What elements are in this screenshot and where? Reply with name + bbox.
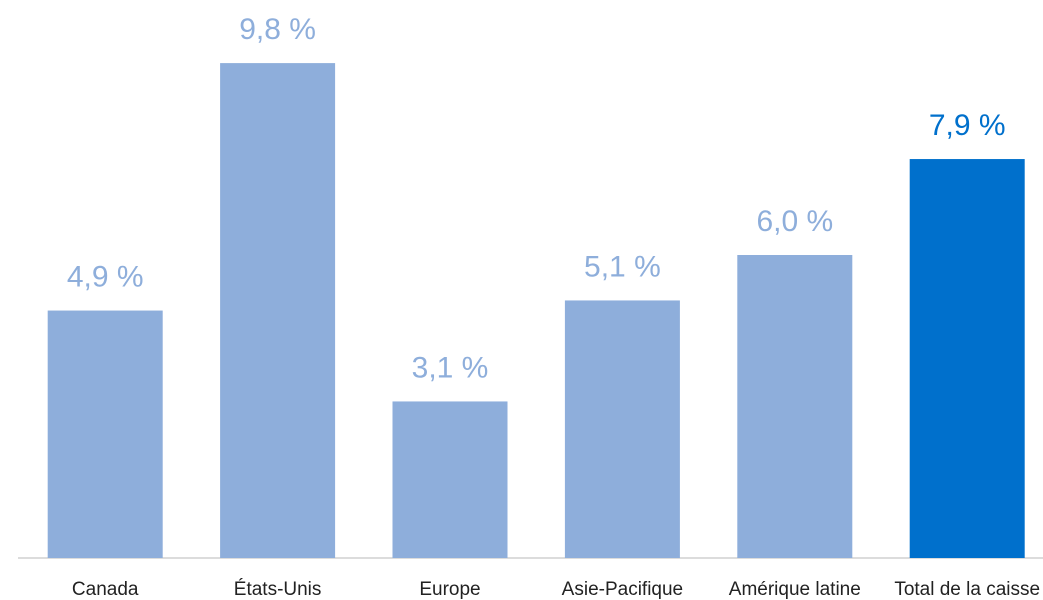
x-tick-label: Amérique latine bbox=[729, 579, 861, 600]
value-label: 3,1 % bbox=[412, 351, 489, 384]
value-label: 7,9 % bbox=[929, 109, 1006, 142]
bar bbox=[737, 255, 853, 558]
bar bbox=[564, 300, 680, 558]
x-tick-label: Europe bbox=[419, 579, 480, 600]
x-tick-label: Asie-Pacifique bbox=[562, 579, 683, 600]
bar bbox=[909, 159, 1025, 559]
value-label: 5,1 % bbox=[584, 250, 661, 283]
value-label: 4,9 % bbox=[67, 260, 144, 293]
value-label: 6,0 % bbox=[756, 205, 833, 238]
bar bbox=[392, 401, 508, 558]
x-tick-label: États-Unis bbox=[234, 579, 322, 600]
x-tick-label: Canada bbox=[72, 579, 139, 600]
bar bbox=[220, 63, 336, 558]
value-label: 9,8 % bbox=[239, 13, 316, 46]
x-tick-label: Total de la caisse bbox=[894, 579, 1040, 600]
bar bbox=[47, 310, 163, 558]
